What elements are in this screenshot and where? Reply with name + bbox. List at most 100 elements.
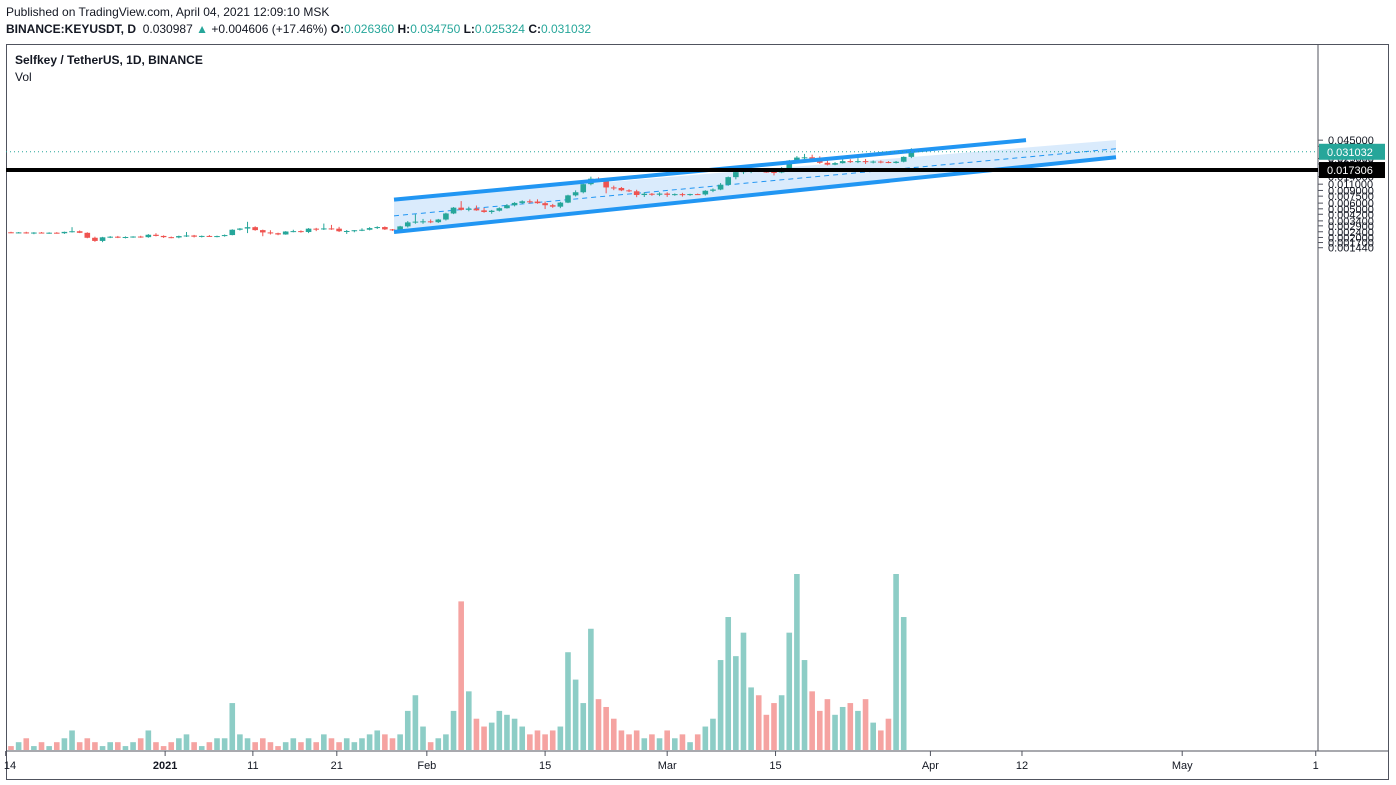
volume-bar <box>61 738 68 750</box>
candle-body <box>8 232 14 234</box>
y-tick-label: 0.001440 <box>1328 243 1374 255</box>
volume-bar <box>69 730 75 750</box>
up-arrow-icon: ▲ <box>196 22 208 36</box>
candle-body <box>336 228 342 232</box>
volume-bar <box>900 617 907 750</box>
candle-body <box>717 184 724 190</box>
y-tick-label: 0.011000 <box>1328 179 1373 191</box>
candle-body <box>290 231 297 233</box>
candle-body <box>794 157 800 161</box>
volume-bar <box>702 726 709 750</box>
low-label: L: <box>463 22 475 36</box>
candle-body <box>572 192 579 196</box>
candle-body <box>443 213 449 220</box>
volume-bar <box>313 742 319 750</box>
candle-body <box>466 208 472 210</box>
volume-bar <box>382 734 388 750</box>
candle-body <box>878 161 884 163</box>
volume-bar <box>542 734 548 750</box>
candle-body <box>15 232 22 234</box>
volume-bar <box>786 632 793 750</box>
volume-bar <box>832 714 838 750</box>
volume-bar <box>748 687 754 750</box>
candle-body <box>481 210 487 212</box>
volume-bar <box>275 746 281 750</box>
volume-bar <box>618 730 625 750</box>
volume-bar <box>534 730 541 750</box>
x-tick-label: 2021 <box>153 760 177 772</box>
x-tick-label: Mar <box>658 760 677 772</box>
volume-bar <box>809 691 815 750</box>
candle-body <box>862 161 869 163</box>
y-tick-label: 0.007500 <box>1328 191 1374 203</box>
candle-body <box>23 232 30 234</box>
volume-bar <box>839 706 846 750</box>
series-legend: Selfkey / TetherUS, 1D, BINANCE <box>15 53 203 67</box>
volume-bar <box>107 742 113 750</box>
candle-body <box>374 227 381 229</box>
candle-body <box>656 193 663 195</box>
volume-bar <box>259 738 266 750</box>
candle-body <box>351 230 358 232</box>
volume-bar <box>778 695 785 750</box>
candle-body <box>176 236 182 238</box>
last-price: 0.030987 <box>142 22 193 36</box>
candle-body <box>84 232 91 238</box>
candle-body <box>153 234 159 236</box>
candle-body <box>160 235 167 238</box>
chart-frame[interactable] <box>6 44 1389 780</box>
candle-body <box>275 233 281 235</box>
volume-bar <box>626 734 632 750</box>
volume-bar <box>115 742 121 750</box>
volume-bar <box>633 730 640 750</box>
volume-bar <box>145 730 152 750</box>
candle-body <box>76 231 83 233</box>
x-tick-label: 12 <box>1016 760 1028 772</box>
candle-body <box>328 228 335 230</box>
candle-body <box>420 221 426 223</box>
volume-bar <box>237 734 243 750</box>
volume-bar <box>527 734 533 750</box>
volume-bar <box>801 660 808 750</box>
candle-body <box>672 194 678 196</box>
candle-body <box>488 210 495 212</box>
candle-body <box>92 237 98 241</box>
volume-bar <box>610 718 617 750</box>
y-tick-label: 0.002000 <box>1328 232 1374 244</box>
volume-bar <box>488 722 495 750</box>
volume-bar <box>504 714 510 750</box>
candle-body <box>305 228 312 233</box>
candle-body <box>389 229 396 231</box>
candle-body <box>610 187 617 189</box>
volume-bar <box>15 742 22 750</box>
volume-bar <box>435 738 442 750</box>
volume-bar <box>389 738 396 750</box>
volume-bar <box>572 679 579 750</box>
volume-bar <box>298 742 304 750</box>
candle-body <box>473 208 480 211</box>
volume-bar <box>244 738 251 750</box>
volume-bar <box>321 734 327 750</box>
high-value: 0.034750 <box>410 22 461 36</box>
volume-bar <box>694 734 701 750</box>
volume-bar <box>794 574 800 750</box>
volume-bar <box>168 742 175 750</box>
volume-bar <box>183 734 190 750</box>
candle-body <box>122 236 129 238</box>
volume-bar <box>641 738 648 750</box>
volume-bar <box>8 746 14 750</box>
candle-body <box>229 229 236 236</box>
y-tick-label: 0.002900 <box>1328 221 1374 233</box>
volume-bar <box>351 742 358 750</box>
volume-bar <box>603 706 609 750</box>
volume-bar <box>404 710 411 750</box>
last-price-badge-label: 0.031032 <box>1327 147 1373 159</box>
candle-body <box>168 237 175 239</box>
low-value: 0.025324 <box>474 22 525 36</box>
published-note: Published on TradingView.com, April 04, … <box>6 5 330 19</box>
x-tick-label: May <box>1172 760 1193 772</box>
channel-fill <box>394 140 1116 233</box>
volume-bar <box>466 691 472 750</box>
candle-body <box>115 236 121 238</box>
